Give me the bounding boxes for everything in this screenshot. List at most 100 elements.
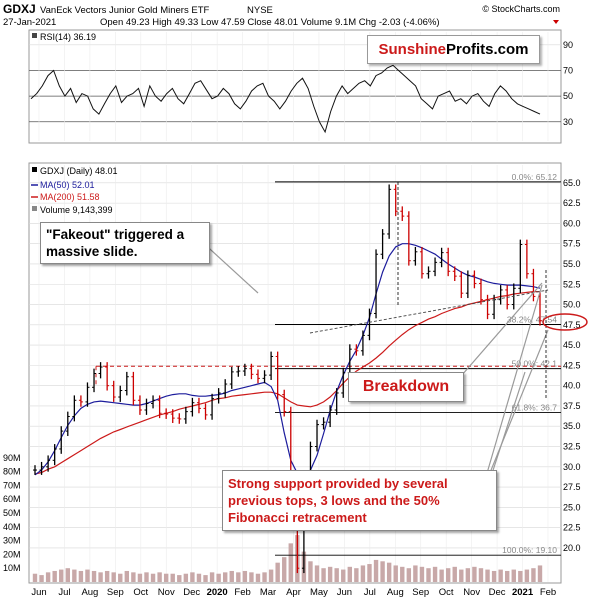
logo-part-sunshine: Sunshine [378,41,446,58]
volume-bar [209,572,215,582]
stockcharts-credit: © StockCharts.com [482,4,560,14]
volume-bar [524,569,530,582]
x-tick-label: Sep [107,587,124,598]
volume-bar [104,570,110,582]
volume-bar [157,572,162,582]
volume-bar [452,566,457,582]
volume-bar [334,568,339,582]
support-pointer-1 [484,284,543,481]
volume-bar [216,573,221,582]
x-tick-label: Aug [81,587,98,598]
volume-bar [288,543,293,582]
price-tick-label: 55.0 [563,259,581,269]
volume-bar [190,572,195,582]
volume-bar [203,575,208,582]
volume-bar [347,566,353,582]
volume-bar [268,569,274,582]
volume-bar [432,566,438,582]
price-tick-label: 32.5 [563,442,581,452]
chart-security-name: VanEck Vectors Junior Gold Miners ETF [40,5,209,16]
support-highlight-ellipse [542,313,588,331]
volume-bar [511,569,516,582]
price-tick-label: 25.0 [563,502,581,512]
x-tick-label: May [310,587,328,598]
volume-bar [124,570,130,582]
volume-bar [52,570,57,582]
sunshine-profits-logo: SunshineProfits.com [367,35,540,64]
chevron-down-icon [553,20,559,24]
volume-tick-label: 80M [3,467,21,477]
volume-bar [367,564,372,582]
x-tick-label: Oct [439,587,454,598]
volume-bar [498,569,503,582]
x-tick-label: Nov [463,587,480,598]
legend-price: GDXJ (Daily) 48.01 [40,166,118,176]
volume-bar [531,568,536,582]
price-tick-label: 65.0 [563,178,581,188]
volume-bar [485,569,490,582]
volume-tick-label: 90M [3,453,21,463]
legend-ma200: MA(200) 51.58 [40,192,100,202]
price-legend: GDXJ (Daily) 48.01 MA(50) 52.01 MA(200) … [31,166,118,215]
volume-bar [183,573,189,582]
volume-bar [505,570,510,582]
volume-tick-label: 30M [3,536,21,546]
price-tick-label: 45.0 [563,340,581,350]
x-tick-label: Sep [412,587,429,598]
volume-bar [393,565,398,582]
trendline-dashed [309,289,549,334]
volume-bar [472,566,477,582]
breakdown-pointer [454,282,543,384]
volume-bar [360,565,366,582]
legend-swatch-price [32,167,37,172]
volume-bar [196,573,202,582]
x-tick-label: Dec [183,587,200,598]
volume-tick-label: 50M [3,508,21,518]
x-tick-label: Jun [337,587,352,598]
price-tick-label: 27.5 [563,482,581,492]
volume-bar [321,568,326,582]
rsi-tick-label-30: 30 [563,117,573,127]
volume-bar [439,569,444,582]
volume-bar [262,572,267,582]
volume-bar [78,570,84,582]
x-tick-label: Jul [58,587,70,598]
volume-bar [59,569,64,582]
x-tick-label: Aug [387,587,404,598]
volume-bar [170,573,175,582]
volume-bar [413,565,418,582]
volume-bar [341,569,346,582]
volume-bar [39,575,44,582]
volume-tick-label: 10M [3,563,21,573]
price-tick-label: 57.5 [563,239,581,249]
volume-bar [419,566,425,582]
rsi-tick-label-50: 50 [563,91,573,101]
x-tick-label: 2021 [512,587,534,598]
volume-bar [327,566,333,582]
price-tick-label: 20.0 [563,543,581,553]
volume-bar [45,572,51,582]
volume-bar [98,572,103,582]
volume-bar [177,575,182,582]
chart-symbol: GDXJ [3,2,36,16]
volume-bar [65,568,70,582]
volume-bar [459,569,464,582]
volume-bar [236,572,241,582]
support-pointer-2 [484,329,549,486]
fakeout-callout: "Fakeout" triggered a massive slide. [40,222,210,264]
volume-bar [537,565,543,582]
ma200-line [34,290,541,475]
price-tick-label: 30.0 [563,462,581,472]
x-tick-label: Jul [364,587,376,598]
fib-label: 61.8%: 36.7 [512,402,558,412]
legend-swatch-volume [32,206,37,211]
volume-bar [518,570,523,582]
x-tick-label: 2020 [207,587,228,598]
volume-bar [85,569,90,582]
volume-bar [386,562,392,582]
volume-bar [426,568,431,582]
volume-bar [222,572,228,582]
volume-bar [137,573,143,582]
volume-bar [32,573,38,582]
